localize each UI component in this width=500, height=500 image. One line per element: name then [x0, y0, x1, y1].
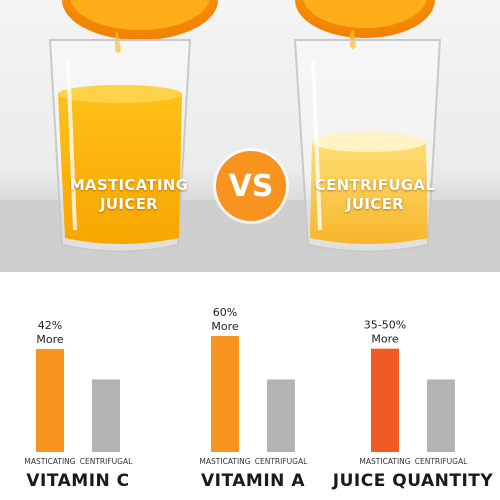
bar-3-centrifugal — [427, 379, 455, 452]
chart-title-2: VITAMIN A — [201, 471, 305, 491]
chart-title-3: JUICE QUANTITY — [332, 471, 494, 491]
bar-3-masticating — [371, 348, 399, 452]
centrifugal-label-line1: CENTRIFUGAL — [314, 176, 436, 194]
annotation-1-value: 42% — [38, 319, 62, 332]
category-label-2-masticating: MASTICATING — [199, 457, 250, 466]
masticating-label-line1: MASTICATING — [69, 176, 189, 194]
annotation-2-value: 60% — [213, 306, 237, 319]
bar-2-centrifugal — [267, 379, 295, 452]
masticating-juicer-label: MASTICATING JUICER — [62, 176, 196, 214]
category-label-1-centrifugal: CENTRIFUGAL — [80, 457, 133, 466]
right-glass-icon — [293, 39, 442, 253]
vs-badge: VS — [216, 151, 286, 221]
masticating-label-line2: JUICER — [100, 195, 158, 213]
chart-title-1: VITAMIN C — [26, 471, 129, 491]
category-label-3-centrifugal: CENTRIFUGAL — [415, 457, 468, 466]
bar-1-masticating — [36, 349, 64, 452]
category-label-1-masticating: MASTICATING — [24, 457, 75, 466]
category-label-2-centrifugal: CENTRIFUGAL — [255, 457, 308, 466]
bar-1-centrifugal — [92, 379, 120, 452]
comparison-charts: 42% More MASTICATING CENTRIFUGAL VITAMIN C 60… — [0, 272, 500, 500]
annotation-1-more: More — [36, 333, 64, 346]
juice-glasses-illustration — [0, 0, 500, 272]
bar-2-masticating — [211, 336, 239, 452]
centrifugal-label-line2: JUICER — [346, 195, 404, 213]
annotation-3-more: More — [371, 333, 399, 346]
left-glass-icon — [48, 39, 192, 253]
left-orange-icon — [62, 0, 218, 53]
annotation-3-value: 35-50% — [364, 319, 406, 332]
annotation-2-more: More — [211, 320, 239, 333]
category-label-3-masticating: MASTICATING — [359, 457, 410, 466]
comparison-photo: MASTICATING JUICER CENTRIFUGAL JUICER VS — [0, 0, 500, 272]
centrifugal-juicer-label: CENTRIFUGAL JUICER — [308, 176, 442, 214]
